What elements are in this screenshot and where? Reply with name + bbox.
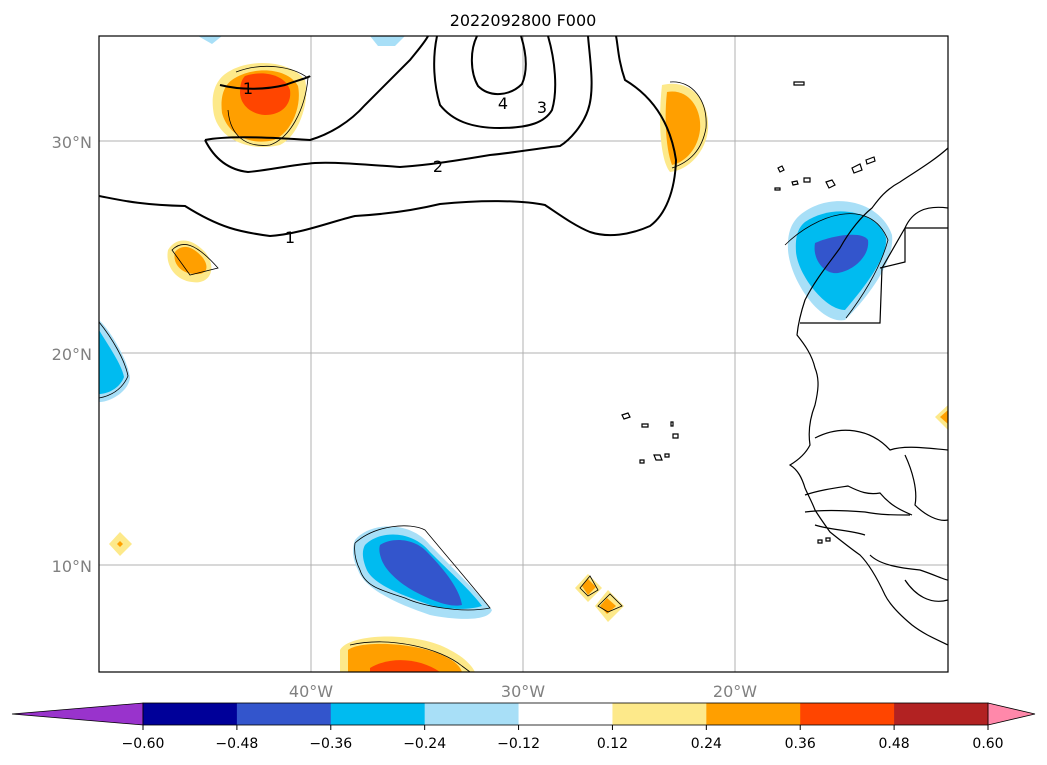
colorbar-segment: [706, 703, 801, 725]
map-frame: [98, 35, 949, 673]
colorbar-tick-label: 0.12: [597, 736, 628, 752]
shading-outlines: [99, 66, 889, 672]
lon-label-20w: 20°W: [713, 682, 757, 701]
colorbar-tick-label: −0.12: [497, 736, 540, 752]
colorbar-segment: [800, 703, 895, 725]
contour-lines: [99, 36, 678, 238]
lat-label-20n: 20°N: [52, 345, 92, 364]
contour-label: 1: [285, 228, 295, 247]
contour-label-group: 1 1 2 3 4: [243, 79, 547, 247]
colorbar-segment: [424, 703, 520, 725]
colorbar-tick-label: 0.24: [691, 736, 722, 752]
colorbar-extend-low: [11, 702, 144, 726]
colorbar-tick-label: 0.48: [879, 736, 910, 752]
colorbar-tick-label: −0.36: [309, 736, 352, 752]
lon-label-30w: 30°W: [501, 682, 545, 701]
contour-label: 4: [498, 94, 508, 113]
colorbar-frame: [142, 702, 989, 726]
colorbar-tick-label: 0.60: [972, 736, 1003, 752]
contour-label: 2: [433, 157, 443, 176]
lat-label-30n: 30°N: [52, 133, 92, 152]
colorbar-tick-label: −0.24: [403, 736, 446, 752]
colorbar-extend-high: [987, 702, 1036, 726]
colorbar-segment: [612, 703, 707, 725]
contour-label: 1: [243, 79, 253, 98]
colorbar-tick-label: 0.36: [785, 736, 816, 752]
colorbar-segment: [143, 703, 238, 725]
colorbar-segment: [518, 703, 613, 725]
lon-label-40w: 40°W: [289, 682, 333, 701]
colorbar-segment: [894, 703, 989, 725]
colorbar-tick-label: −0.60: [122, 736, 165, 752]
lat-label-10n: 10°N: [52, 557, 92, 576]
figure-title: 2022092800 F000: [450, 11, 597, 30]
map-content: 1 1 2 3 4: [99, 36, 948, 672]
colorbar-segment: [330, 703, 426, 725]
coastlines: [621, 81, 948, 646]
colorbar-segment: [236, 703, 332, 725]
colorbar: −0.60 −0.48 −0.36 −0.24 −0.12 0.12 0.24 0.36 0.4…: [11, 702, 1036, 752]
contour-label: 3: [537, 98, 547, 117]
colorbar-tick-label: −0.48: [215, 736, 258, 752]
